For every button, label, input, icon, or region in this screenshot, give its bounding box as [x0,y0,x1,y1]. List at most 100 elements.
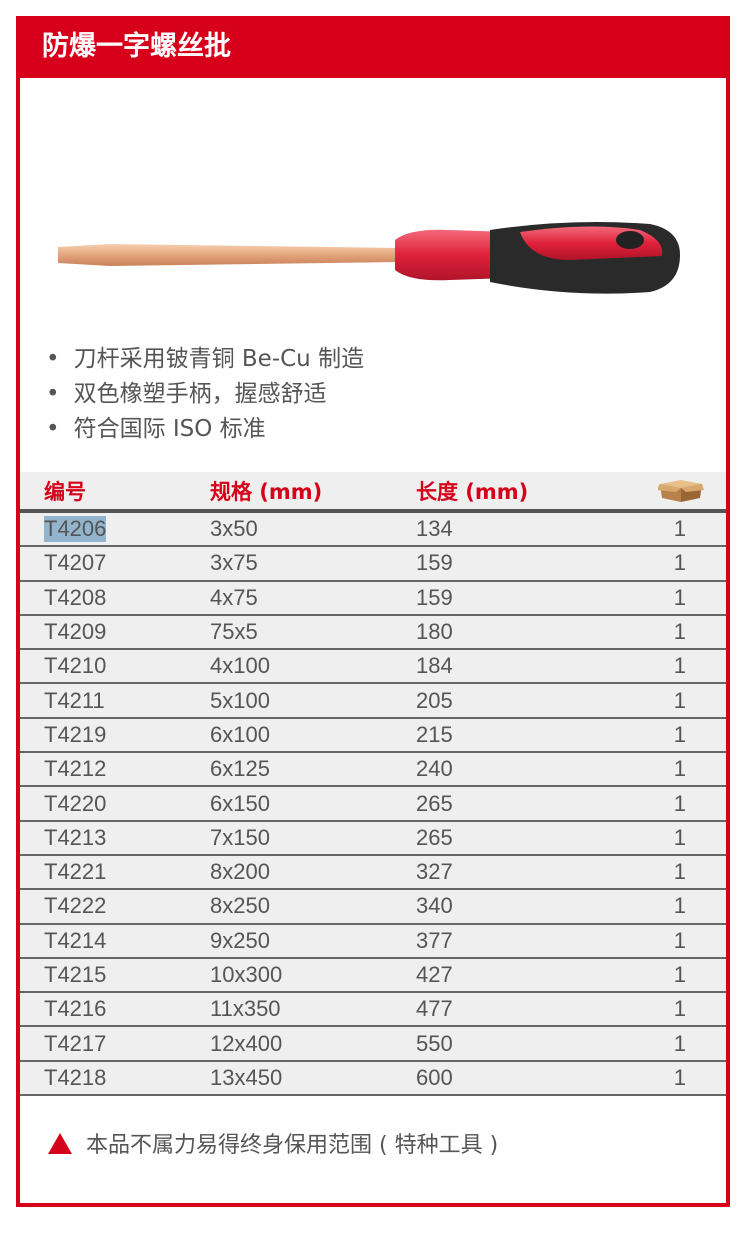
cell-spec: 8x200 [210,859,270,885]
cell-code: T4207 [44,550,107,576]
cell-length: 215 [416,721,453,747]
cell-length: 340 [416,893,453,919]
table-row: T4209 75x5 180 1 [20,616,726,651]
screwdriver-image [58,222,680,294]
table-row: T4213 7x150 265 1 [20,822,726,856]
cell-length: 134 [416,516,453,542]
cell-qty: 1 [673,653,686,679]
page-title: 防爆一字螺丝批 [16,16,730,78]
header-spec: 规格 (mm) [210,479,323,504]
cell-spec: 3x50 [210,516,258,542]
table-row: T4207 3x75 159 1 [20,547,726,582]
cell-code: T4212 [44,756,107,782]
product-frame [16,16,730,1207]
table-header: 编号 规格 (mm) 长度 (mm) [20,472,726,513]
cell-qty: 1 [673,996,686,1022]
cell-qty: 1 [673,824,686,850]
feature-item: 符合国际 ISO 标准 [46,412,364,447]
cell-code: T4220 [44,790,107,816]
cell-spec: 7x150 [210,824,270,850]
cell-spec: 6x125 [210,756,270,782]
cell-spec: 9x250 [210,927,270,953]
table-row: T4212 6x125 240 1 [20,753,726,788]
feature-item: 双色橡塑手柄，握感舒适 [46,377,364,412]
cell-qty: 1 [673,893,686,919]
cell-qty: 1 [673,516,686,542]
cell-code: T4206 [44,516,107,543]
spec-table: 编号 规格 (mm) 长度 (mm) T4206 3x50 134 1 T4207 3x7… [20,472,726,1097]
cell-spec: 75x5 [210,619,258,645]
cell-length: 159 [416,550,453,576]
table-row: T4218 13x450 600 1 [20,1062,726,1097]
feature-item: 刀杆采用铍青铜 Be-Cu 制造 [46,342,365,377]
cell-spec: 4x75 [210,584,258,610]
table-row: T4206 3x50 134 1 [20,513,726,548]
cell-length: 265 [416,824,453,850]
cell-length: 205 [416,687,453,713]
cell-spec: 8x250 [210,893,270,919]
cell-length: 600 [416,1064,453,1090]
warranty-note: 本品不属力易得终身保用范围 ( 特种工具 ) [48,1127,498,1159]
cell-length: 180 [416,619,453,645]
cell-spec: 12x400 [210,1030,283,1056]
cell-qty: 1 [673,721,686,747]
cell-code: T4216 [44,996,107,1022]
cell-code: T4221 [44,859,107,885]
table-row: T4220 6x150 265 1 [20,787,726,822]
cell-code: T4213 [44,824,107,850]
table-row: T4208 4x75 159 1 [20,582,726,616]
table-row: T4215 10x300 427 1 [20,959,726,994]
table-row: T4216 11x350 477 1 [20,993,726,1028]
warning-triangle-icon [48,1132,72,1154]
cell-length: 477 [416,996,453,1022]
box-icon [658,479,704,502]
cell-code: T4217 [44,1030,107,1056]
header-code: 编号 [44,479,86,504]
feature-list: 刀杆采用铍青铜 Be-Cu 制造 双色橡塑手柄，握感舒适 符合国际 ISO 标准 [46,342,365,447]
cell-qty: 1 [673,790,686,816]
cell-spec: 4x100 [210,653,270,679]
cell-spec: 3x75 [210,550,258,576]
table-row: T4217 12x400 550 1 [20,1027,726,1062]
table-row: T4222 8x250 340 1 [20,890,726,925]
cell-code: T4209 [44,619,107,645]
cell-spec: 11x350 [210,996,281,1022]
cell-length: 377 [416,927,453,953]
cell-qty: 1 [673,1064,686,1090]
table-row: T4214 9x250 377 1 [20,925,726,959]
cell-length: 159 [416,584,453,610]
cell-code: T4210 [44,653,107,679]
cell-qty: 1 [673,756,686,782]
cell-qty: 1 [673,962,686,987]
cell-code: T4222 [44,893,107,919]
header-length: 长度 (mm) [416,479,529,504]
cell-spec: 6x100 [210,721,270,747]
cell-qty: 1 [673,687,686,713]
cell-length: 327 [416,859,453,885]
cell-qty: 1 [673,859,686,885]
cell-length: 550 [416,1030,453,1056]
cell-spec: 5x100 [210,687,270,713]
cell-code: T4218 [44,1064,107,1090]
cell-length: 240 [416,756,453,782]
cell-qty: 1 [673,927,686,953]
cell-code: T4219 [44,721,107,747]
table-row: T4221 8x200 327 1 [20,856,726,891]
cell-qty: 1 [673,619,686,645]
cell-code: T4208 [44,584,107,610]
cell-spec: 10x300 [210,962,283,987]
note-text: 本品不属力易得终身保用范围 ( 特种工具 ) [86,1133,499,1158]
cell-length: 184 [416,653,453,679]
cell-code: T4215 [44,962,107,987]
cell-length: 265 [416,790,453,816]
table-row: T4210 4x100 184 1 [20,650,726,685]
cell-spec: 13x450 [210,1064,283,1090]
cell-code: T4214 [44,927,107,953]
cell-length: 427 [416,962,453,987]
cell-spec: 6x150 [210,790,270,816]
table-row: T4219 6x100 215 1 [20,719,726,754]
cell-qty: 1 [673,550,686,576]
cell-qty: 1 [673,584,686,610]
table-row: T4211 5x100 205 1 [20,684,726,719]
cell-code: T4211 [44,687,105,713]
